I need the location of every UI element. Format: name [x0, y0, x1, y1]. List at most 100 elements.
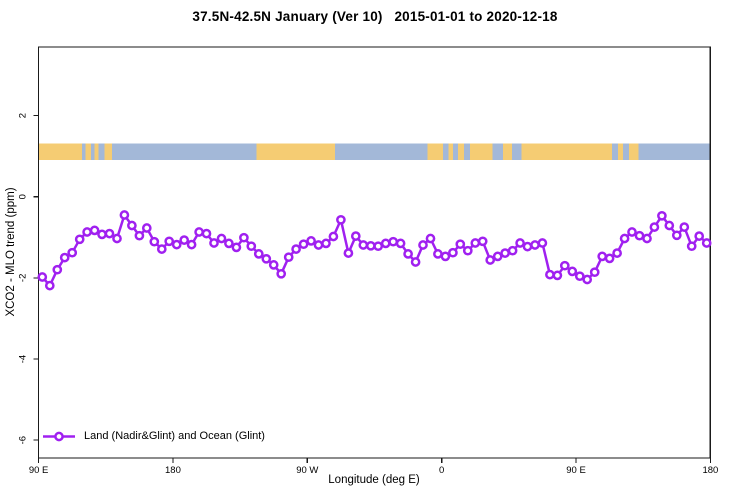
map-strip-segment-land [448, 143, 454, 160]
data-point [515, 238, 525, 248]
chart-title: 37.5N-42.5N January (Ver 10) 2015-01-01 … [192, 9, 558, 24]
data-point [671, 230, 682, 241]
data-point [201, 228, 212, 239]
y-tick-label: -4 [18, 355, 29, 363]
map-strip-segment-land [629, 143, 640, 160]
data-point [261, 253, 272, 264]
data-point [44, 280, 55, 291]
data-point [567, 266, 578, 277]
data-point [388, 236, 399, 247]
map-strip-segment-ocean [638, 143, 711, 160]
data-point [373, 241, 384, 252]
data-point [298, 239, 309, 250]
data-point [470, 238, 481, 248]
map-strip-segment-ocean [511, 143, 522, 160]
data-point [336, 214, 346, 225]
map-strip-segment-land [256, 143, 336, 160]
x-tick-label: 180 [702, 465, 718, 476]
data-point [410, 257, 421, 267]
map-strip-segment-land [85, 143, 92, 160]
data-point [179, 235, 190, 245]
data-point [119, 210, 130, 220]
map-strip-segment-ocean [492, 143, 504, 160]
x-axis-title: Longitude (deg E) [328, 474, 420, 486]
data-point [597, 251, 608, 262]
data-point [619, 233, 630, 244]
data-point [253, 249, 264, 259]
x-tick-label: 90 W [296, 465, 318, 476]
data-point [186, 239, 197, 250]
map-strip-segment-ocean [623, 143, 630, 160]
map-strip-segment-land [104, 143, 113, 160]
data-point [403, 249, 413, 259]
data-point [477, 236, 488, 247]
data-point [74, 234, 85, 245]
data-point [67, 247, 78, 258]
data-point [246, 241, 257, 252]
data-point [89, 225, 100, 236]
x-tick-label: 90 E [566, 465, 586, 476]
data-point [164, 236, 175, 247]
data-point [612, 248, 622, 258]
map-strip-segment-ocean [452, 143, 459, 160]
data-point [418, 240, 428, 250]
data-point [37, 272, 48, 282]
map-strip-segment-land [470, 143, 493, 160]
data-point [642, 233, 652, 244]
data-point [694, 231, 705, 241]
data-point [313, 240, 324, 250]
map-strip-segment-land [521, 143, 613, 160]
data-point [209, 238, 219, 248]
data-point [239, 232, 249, 243]
data-point [507, 245, 518, 256]
data-point [455, 239, 466, 250]
data-point [701, 238, 712, 248]
data-point [82, 227, 92, 237]
y-axis-title: XCO2 - MLO trend (ppm) [5, 187, 17, 317]
map-strip-segment-ocean [443, 143, 449, 160]
data-line [41, 213, 708, 287]
data-point [134, 230, 145, 241]
map-strip-segment-land [502, 143, 513, 160]
map-strip-segment-ocean [464, 143, 471, 160]
data-point [283, 252, 294, 263]
data-point [627, 227, 637, 237]
map-strip-segment-ocean [334, 143, 428, 160]
data-point [492, 251, 503, 262]
map-strip-segment-land [458, 143, 465, 160]
data-point [380, 238, 391, 249]
data-point [425, 233, 436, 244]
data-point [679, 222, 690, 232]
data-point [216, 233, 227, 244]
data-point [350, 231, 361, 241]
data-point [448, 247, 458, 258]
y-tick-label: 2 [18, 113, 29, 118]
data-point [343, 248, 354, 258]
data-point [306, 236, 316, 246]
data-point [231, 242, 242, 253]
map-strip-segment-ocean [90, 143, 95, 160]
data-point [127, 220, 137, 231]
data-point [440, 251, 451, 262]
legend-marker-icon [43, 431, 75, 441]
data-point [291, 244, 301, 254]
data-point [582, 274, 593, 285]
data-point [537, 238, 548, 248]
x-tick-label: 90 E [29, 465, 49, 476]
map-strip-segment-ocean [81, 143, 87, 160]
data-point [224, 238, 234, 249]
data-point [589, 267, 600, 278]
map-strip-segment-ocean [111, 143, 257, 160]
map-strip-segment-land [94, 143, 99, 160]
data-point [365, 240, 376, 251]
map-strip-segment-land [427, 143, 444, 160]
data-point [194, 227, 204, 237]
data-point [559, 260, 570, 271]
y-tick-label: -6 [18, 436, 29, 444]
data-point [574, 271, 585, 282]
map-strip-segment-land [38, 143, 83, 160]
x-tick-label: 180 [165, 465, 181, 476]
data-point [686, 241, 697, 252]
